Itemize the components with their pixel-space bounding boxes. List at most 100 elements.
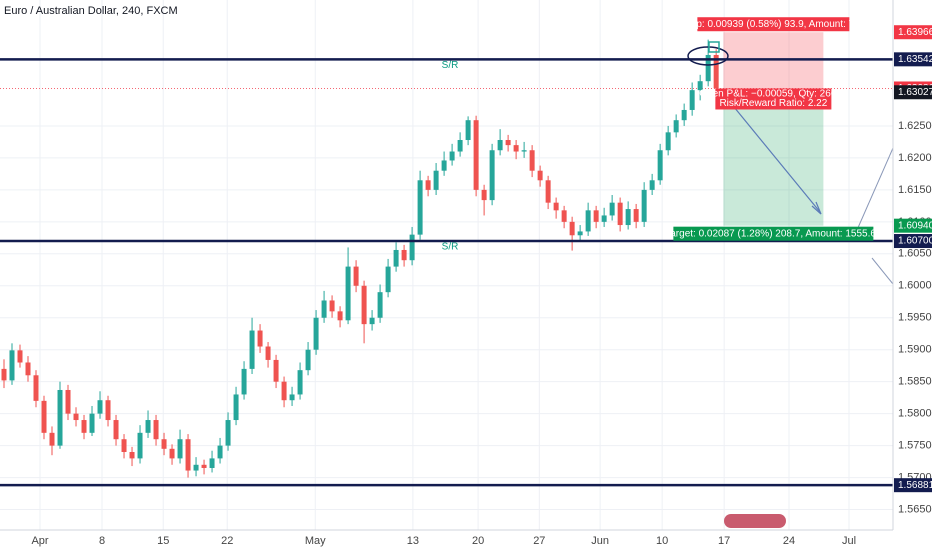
- candle-body: [385, 266, 391, 293]
- ratio-label: Risk/Reward Ratio: 2.22: [719, 98, 827, 109]
- x-tick-label: 10: [656, 535, 668, 547]
- x-tick-label: 17: [718, 535, 730, 547]
- candle-body: [137, 432, 143, 459]
- candle-body: [41, 400, 47, 433]
- y-tick-label: 1.58500: [898, 376, 932, 388]
- candle-body: [17, 350, 23, 363]
- price-label: 1.56881: [898, 480, 932, 491]
- candle-body: [337, 311, 343, 321]
- target-label-box: [673, 226, 874, 241]
- y-tick-label: 1.60500: [898, 248, 932, 260]
- candle-body: [689, 90, 695, 110]
- candle-body: [345, 266, 351, 321]
- candle-body: [153, 420, 159, 440]
- candle-body: [177, 439, 183, 459]
- time-axis: [0, 530, 893, 550]
- candle-body: [9, 350, 15, 381]
- x-tick-label: 8: [99, 535, 105, 547]
- price-label-box: [894, 25, 932, 40]
- candle-body: [665, 132, 671, 151]
- candle-body: [705, 54, 711, 82]
- price-label-box: [894, 52, 932, 67]
- y-tick-label: 1.56500: [898, 503, 932, 515]
- candle-body: [697, 81, 703, 91]
- x-tick-label: 20: [472, 535, 484, 547]
- y-tick-label: 1.57500: [898, 440, 932, 452]
- candle-body: [513, 145, 519, 152]
- stop-label-box: [697, 17, 850, 32]
- y-tick-label: 1.59000: [898, 344, 932, 356]
- price-label-box: [894, 234, 932, 249]
- candle-body: [353, 266, 359, 286]
- candle-body: [49, 432, 55, 446]
- candle-body: [425, 180, 431, 190]
- candle-body: [209, 458, 215, 468]
- price-label-box: [894, 218, 932, 233]
- y-tick-label: 1.59500: [898, 312, 932, 324]
- y-tick-label: 1.58000: [898, 408, 932, 420]
- candle-body: [617, 202, 623, 226]
- candle-body: [105, 400, 111, 421]
- target-label: Target: 0.02087 (1.28%) 208.7, Amount: 1…: [665, 228, 882, 239]
- candle-body: [289, 394, 295, 401]
- candle-body: [201, 464, 207, 468]
- x-tick-label: 24: [783, 535, 795, 547]
- price-label: 1.63966: [898, 27, 932, 38]
- candle-body: [193, 464, 199, 471]
- candle-body: [713, 54, 719, 89]
- candle-body: [609, 202, 615, 216]
- candle-body: [73, 413, 79, 421]
- candle-body: [401, 249, 407, 261]
- candle-body: [657, 150, 663, 181]
- marker-icon: [708, 41, 720, 53]
- candle-body: [649, 180, 655, 190]
- x-tick-label: 15: [157, 535, 169, 547]
- candle-body: [473, 120, 479, 190]
- candle-body: [1, 368, 7, 381]
- candle-body: [505, 140, 511, 146]
- y-tick-label: 1.62000: [898, 152, 932, 164]
- candle-body: [145, 420, 151, 433]
- candle-body: [529, 150, 535, 171]
- candle-body: [553, 202, 559, 211]
- sr-label: S/R: [442, 242, 459, 253]
- trend-line: [871, 257, 894, 285]
- chart-title: Euro / Australian Dollar, 240, FXCM: [4, 5, 178, 17]
- price-label: 1.60700: [898, 236, 932, 247]
- candle-body: [417, 180, 423, 235]
- candle-body: [393, 249, 399, 267]
- candle-body: [273, 359, 279, 382]
- highlight-ellipse: [687, 46, 729, 66]
- candle-body: [521, 150, 527, 152]
- candle-body: [449, 151, 455, 161]
- candle-body: [113, 420, 119, 440]
- stop-label: Stop: 0.00939 (0.58%) 93.9, Amount: 750: [681, 19, 865, 30]
- candle-body: [161, 439, 167, 449]
- candle-body: [65, 389, 71, 414]
- y-tick-label: 1.62500: [898, 120, 932, 132]
- candle-body: [361, 285, 367, 325]
- trend-line: [856, 147, 894, 231]
- candle-body: [369, 317, 375, 325]
- arrow-line: [724, 95, 821, 213]
- candle-body: [225, 420, 231, 446]
- sr-label: S/R: [442, 60, 459, 71]
- candle-body: [281, 381, 287, 401]
- x-tick-label: Apr: [31, 535, 48, 547]
- price-label: 1.63027: [898, 87, 932, 98]
- x-tick-label: May: [305, 535, 326, 547]
- x-tick-label: 13: [407, 535, 419, 547]
- grid: [0, 0, 893, 530]
- candle-body: [249, 330, 255, 369]
- candle-body: [169, 448, 175, 459]
- candle-body: [625, 209, 631, 226]
- candle-body: [601, 215, 607, 222]
- candle-body: [561, 210, 567, 222]
- candle-body: [97, 400, 103, 414]
- candle-body: [537, 170, 543, 181]
- pnl-label-box: [715, 88, 832, 110]
- x-tick-label: Jun: [591, 535, 609, 547]
- candle-body: [641, 189, 647, 222]
- candle-body: [241, 368, 247, 395]
